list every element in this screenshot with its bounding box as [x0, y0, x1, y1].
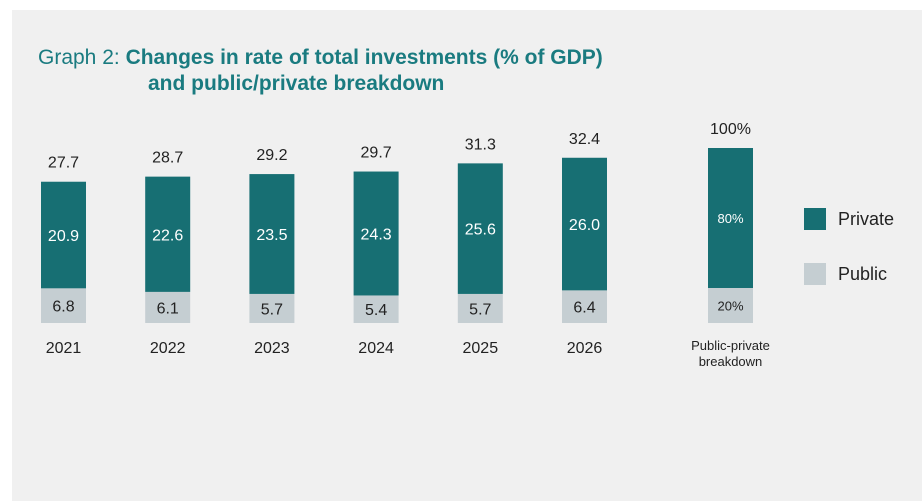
- label-total-2023: 29.2: [256, 147, 287, 164]
- category-label-2026: 2026: [567, 340, 603, 357]
- bar-public-2021: [41, 288, 86, 323]
- label-breakdown-public: 20%: [717, 299, 743, 314]
- chart-title-prefix: Graph 2:: [38, 46, 126, 69]
- bar-private-2026: [562, 157, 607, 291]
- legend: Private Public: [804, 208, 894, 285]
- bar-private-2024: [353, 171, 399, 296]
- bar-public-2026: [562, 290, 607, 323]
- legend-swatch-public: [804, 263, 826, 285]
- category-label-breakdown-line1: Public-private: [691, 338, 770, 353]
- chart-title-main: Changes in rate of total investments (% …: [126, 46, 603, 69]
- label-public-2023: 5.7: [261, 301, 283, 318]
- label-private-2023: 23.5: [256, 227, 287, 244]
- category-label-2023: 2023: [254, 340, 290, 357]
- label-public-2022: 6.1: [157, 300, 179, 317]
- label-public-2026: 6.4: [573, 300, 595, 317]
- chart-panel: Graph 2: Changes in rate of total invest…: [12, 10, 922, 501]
- label-private-2025: 25.6: [465, 222, 496, 239]
- label-total-2021: 27.7: [48, 155, 79, 172]
- legend-swatch-private: [804, 208, 826, 230]
- chart-title-line1: Graph 2: Changes in rate of total invest…: [38, 46, 603, 69]
- label-private-2022: 22.6: [152, 227, 183, 244]
- bar-private-2025: [457, 163, 503, 294]
- bar-private-2023: [249, 174, 295, 294]
- bar-public-2024: [353, 295, 399, 323]
- bar-breakdown-private: [708, 148, 753, 288]
- legend-label-private: Private: [838, 209, 894, 229]
- label-breakdown-total: 100%: [710, 121, 751, 138]
- label-public-2025: 5.7: [469, 301, 491, 318]
- label-public-2024: 5.4: [365, 302, 387, 319]
- category-label-2024: 2024: [358, 340, 394, 357]
- legend-label-public: Public: [838, 264, 887, 284]
- bar-public-2025: [457, 293, 503, 323]
- bar-private-2021: [41, 181, 86, 289]
- label-total-2025: 31.3: [465, 136, 496, 153]
- label-private-2024: 24.3: [361, 226, 392, 243]
- label-total-2022: 28.7: [152, 150, 183, 167]
- category-label-2021: 2021: [46, 340, 82, 357]
- label-total-2026: 32.4: [569, 131, 600, 148]
- label-public-2021: 6.8: [52, 299, 74, 316]
- category-label-2025: 2025: [463, 340, 499, 357]
- label-private-2026: 26.0: [569, 217, 600, 234]
- bar-private-2022: [145, 176, 191, 292]
- label-total-2024: 29.7: [361, 145, 392, 162]
- bar-breakdown-public: [708, 288, 753, 323]
- chart-title-line2: and public/private breakdown: [148, 72, 444, 95]
- category-label-breakdown-line2: breakdown: [699, 354, 763, 369]
- bar-public-2022: [145, 291, 191, 323]
- bars-group: 6.8 20.9 27.7 2021 6.1 22.6 28.7 2022 5.7 23.5 29.…: [41, 121, 770, 369]
- label-private-2021: 20.9: [48, 228, 79, 245]
- investment-chart: Graph 2: Changes in rate of total invest…: [38, 46, 894, 369]
- label-breakdown-private: 80%: [717, 211, 743, 226]
- category-label-2022: 2022: [150, 340, 186, 357]
- bar-public-2023: [249, 293, 295, 323]
